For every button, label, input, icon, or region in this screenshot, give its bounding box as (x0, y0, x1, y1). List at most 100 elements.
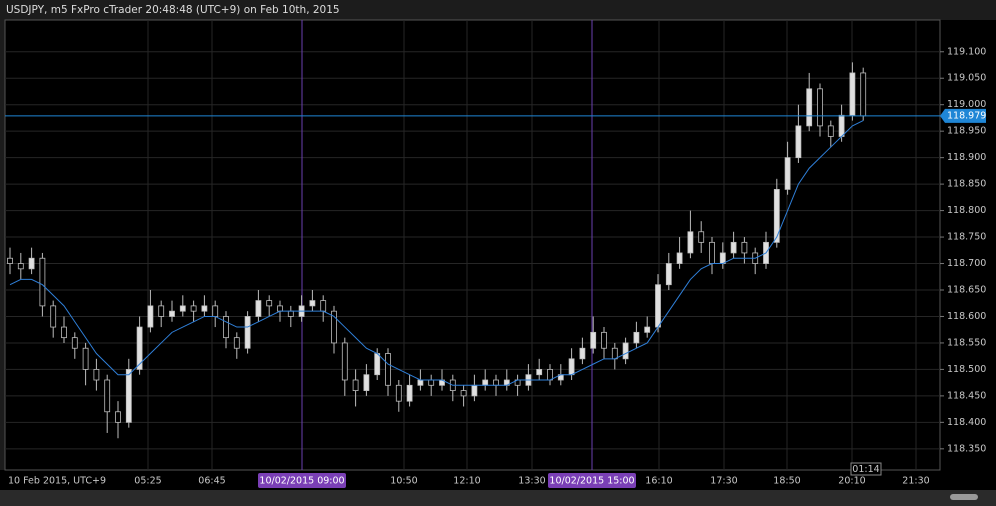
candle-body (320, 300, 327, 312)
candle-body (201, 305, 208, 312)
marks: 118.979 01:14 (5, 62, 986, 476)
candle-body (71, 337, 78, 349)
candle-body (28, 257, 35, 270)
candle-body (622, 342, 629, 360)
moving-average (9, 120, 864, 386)
y-tick-label: 119.050 (947, 73, 986, 84)
session-label: 10/02/2015 09:00 (259, 476, 344, 487)
candle-body (428, 379, 435, 386)
candle-body (698, 231, 705, 243)
candle-body (395, 384, 402, 402)
candle-body (212, 305, 219, 317)
x-tick-label: 05:25 (134, 476, 161, 487)
candle-body (601, 331, 607, 349)
candle-body (50, 305, 57, 328)
candle-body (687, 231, 694, 254)
candle-body (655, 284, 661, 328)
candle-body (374, 353, 381, 376)
y-tick-label: 118.750 (947, 232, 986, 243)
candle-body (169, 310, 175, 317)
candle-body (817, 88, 823, 127)
x-tick-label: 06:45 (198, 476, 225, 487)
candle-body (471, 384, 478, 397)
candle-body (39, 257, 46, 307)
candle-body (385, 353, 391, 386)
candle-body (104, 379, 111, 413)
candle-body (860, 72, 867, 117)
session-label: 10/02/2015 15:00 (549, 476, 634, 487)
time-axis (0, 470, 996, 490)
price-axis (940, 20, 996, 470)
session-label-bg (258, 473, 346, 488)
candle-body (827, 125, 834, 137)
candle-body (331, 310, 337, 344)
candle-body (223, 316, 229, 339)
x-tick-label: 17:30 (710, 476, 737, 487)
x-tick-label: 12:10 (453, 476, 480, 487)
candle-body (795, 125, 802, 159)
x-tick-label: 13:30 (518, 476, 545, 487)
current-price-tag (940, 108, 986, 123)
candle-body (536, 369, 543, 376)
candle-body (611, 347, 618, 360)
candle-body (417, 379, 424, 386)
candle-body (590, 331, 597, 349)
y-tick-label: 118.400 (947, 417, 986, 428)
candle-body (493, 379, 499, 386)
y-tick-label: 118.450 (947, 390, 986, 401)
candle-body (341, 342, 348, 381)
candle-body (676, 252, 683, 264)
y-tick-label: 118.700 (947, 258, 986, 269)
y-tick-label: 118.900 (947, 152, 986, 163)
candle-body (547, 369, 553, 381)
candle-body (82, 347, 89, 370)
candle-body (147, 305, 154, 328)
y-tick-label: 118.850 (947, 179, 986, 190)
scrollbar-thumb[interactable] (950, 494, 978, 500)
candle-body (277, 305, 283, 312)
candle-body (838, 114, 845, 137)
y-tick-label: 118.500 (947, 364, 986, 375)
session-label-bg (548, 473, 636, 488)
candle-body (363, 374, 370, 391)
candle-body (633, 331, 640, 344)
candle-body (406, 384, 413, 402)
y-tick-label: 118.350 (947, 443, 986, 454)
y-tick-label: 118.650 (947, 285, 986, 296)
candle-body (773, 189, 780, 243)
candle-body (61, 326, 67, 339)
y-tick-label: 118.600 (947, 311, 986, 322)
candle-body (644, 326, 651, 333)
candle-body (709, 241, 715, 264)
x-tick-label: 10 Feb 2015, UTC+9 (8, 476, 106, 487)
candle-body (849, 72, 856, 116)
candle-body (266, 300, 273, 307)
candle-body (136, 326, 143, 370)
candle-body (460, 390, 467, 397)
current-price-label: 118.979 (947, 110, 986, 121)
scrollbar-track[interactable] (0, 490, 996, 506)
countdown: 01:14 (852, 464, 879, 475)
candle-body (255, 300, 262, 317)
x-tick-label: 21:30 (902, 476, 929, 487)
chart-title: USDJPY, m5 FxPro cTrader 20:48:48 (UTC+9… (6, 4, 340, 16)
y-tick-label: 118.550 (947, 337, 986, 348)
y-tick-label: 118.950 (947, 126, 986, 137)
candle-body (158, 305, 165, 317)
candle-body (719, 252, 726, 264)
candle-body (244, 316, 251, 349)
x-tick-label: 20:10 (838, 476, 865, 487)
candle-body (7, 257, 13, 264)
candle-body (806, 88, 813, 127)
candle-body (665, 263, 672, 286)
x-tick-label: 10:50 (390, 476, 417, 487)
candle-body (741, 241, 748, 254)
candle-body (784, 157, 791, 190)
candle-body (568, 358, 575, 376)
candle-body (115, 411, 121, 423)
candle-body (17, 263, 24, 270)
y-tick-label: 119.000 (947, 99, 986, 110)
x-tick-label: 16:10 (645, 476, 672, 487)
y-tick-label: 119.100 (947, 46, 986, 57)
